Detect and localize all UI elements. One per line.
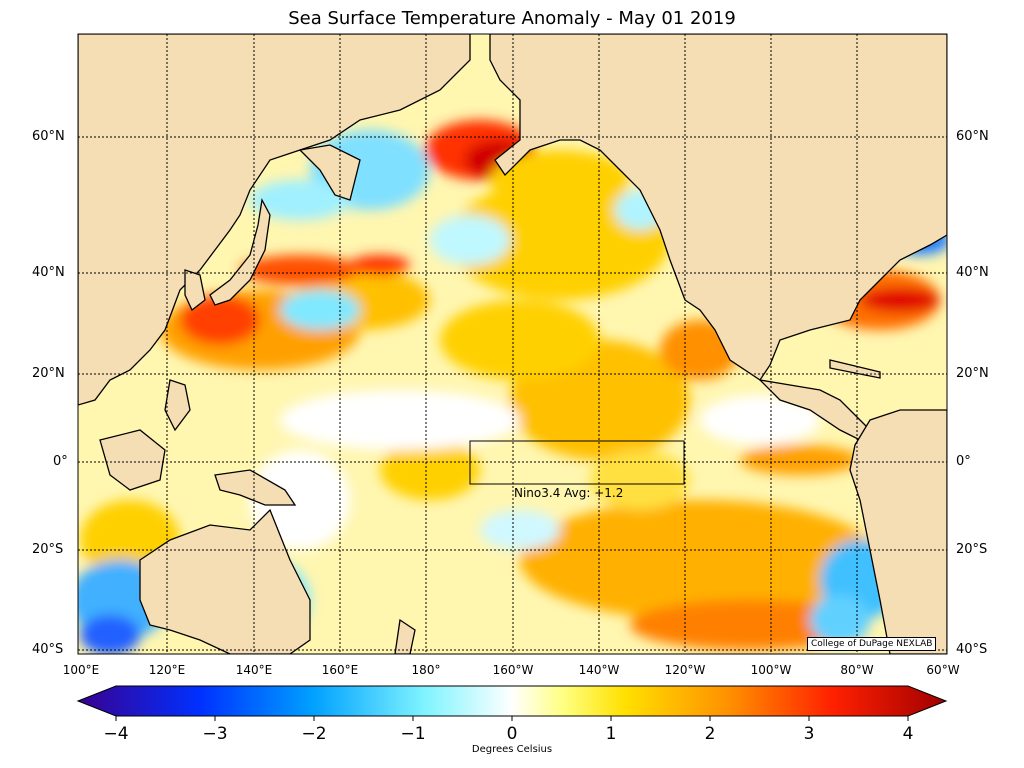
colorbar-label: Degrees Celsius xyxy=(471,744,553,755)
colorbar-tick-label: 0 xyxy=(506,724,518,744)
colorbar-tick-label: 4 xyxy=(902,724,914,744)
lat-label-right: 40°S xyxy=(956,642,988,657)
map-frame xyxy=(77,33,948,655)
lon-label: 140°E xyxy=(235,663,273,677)
sst-field xyxy=(78,34,947,654)
lat-label-left: 40°N xyxy=(32,265,65,280)
colorbar-tick-label: −4 xyxy=(103,724,129,744)
lon-label: 120°E xyxy=(148,663,186,677)
colorbar-tick-label: −1 xyxy=(400,724,426,744)
lon-label: 180° xyxy=(411,663,441,677)
lat-label-right: 20°N xyxy=(956,366,989,381)
map-title: Sea Surface Temperature Anomaly - May 01… xyxy=(288,8,736,29)
nino34-label: Nino3.4 Avg: +1.2 xyxy=(514,486,624,500)
lon-label: 160°W xyxy=(492,663,534,677)
colorbar-bar xyxy=(76,685,948,717)
lat-label-right: 20°S xyxy=(956,542,988,557)
lat-label-left: 0° xyxy=(53,454,68,469)
colorbar xyxy=(76,685,948,721)
lat-label-right: 40°N xyxy=(956,265,989,280)
graticule xyxy=(78,34,947,654)
lon-label: 120°W xyxy=(664,663,706,677)
lon-label: 160°E xyxy=(321,663,359,677)
lon-label: 60°W xyxy=(926,663,960,677)
land-masses xyxy=(78,34,947,654)
lon-label: 140°W xyxy=(578,663,620,677)
colorbar-tick-label: 2 xyxy=(704,724,716,744)
colorbar-tick-label: −2 xyxy=(301,724,327,744)
lon-label: 100°E xyxy=(62,663,100,677)
lon-label: 80°W xyxy=(840,663,874,677)
lat-label-left: 40°S xyxy=(32,642,64,657)
lat-label-left: 60°N xyxy=(32,129,65,144)
lat-label-left: 20°S xyxy=(32,542,64,557)
nino34-box xyxy=(469,440,685,485)
credit-label: College of DuPage NEXLAB xyxy=(807,637,937,651)
colorbar-tick-label: 1 xyxy=(605,724,617,744)
colorbar-tick-label: −3 xyxy=(202,724,228,744)
lat-label-left: 20°N xyxy=(32,366,65,381)
lon-label: 100°W xyxy=(750,663,792,677)
lat-label-right: 0° xyxy=(956,454,971,469)
lat-label-right: 60°N xyxy=(956,129,989,144)
colorbar-tick-label: 3 xyxy=(803,724,815,744)
